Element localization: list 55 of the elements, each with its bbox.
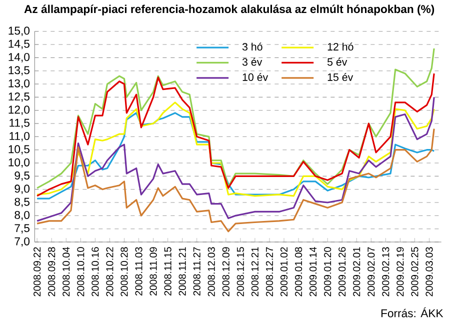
x-tick-label: 2009.01.02 — [280, 247, 288, 296]
x-tick-label: 2008.12.21 — [251, 247, 258, 296]
x-tick-label: 2008.12.15 — [236, 247, 244, 296]
x-tick-label: 2009.02.07 — [368, 247, 375, 296]
x-tick-label: 2008.10.22 — [106, 247, 114, 296]
x-tick-label: 2009.03.03 — [426, 247, 433, 296]
y-tick-label: 15,0 — [8, 26, 30, 36]
x-tick-label: 2008.11.15 — [164, 247, 172, 296]
y-tick-label: 14,0 — [8, 53, 30, 62]
x-tick-label: 2009.01.14 — [310, 247, 317, 296]
x-tick-label: 2008.10.04 — [62, 247, 70, 296]
x-tick-label: 2009.01.08 — [294, 247, 302, 296]
legend-label: 15 év — [328, 72, 354, 81]
x-tick-label: 2008.11.09 — [150, 247, 157, 296]
y-tick-label: 7,5 — [14, 224, 30, 234]
x-tick-label: 2008.09.28 — [48, 247, 56, 296]
y-tick-label: 9,0 — [14, 184, 30, 194]
y-tick-label: 12,0 — [8, 106, 30, 116]
x-tick-label: 2008.11.03 — [135, 247, 142, 296]
legend-label: 3 év — [242, 58, 262, 66]
y-tick-label: 9,5 — [14, 171, 30, 181]
y-tick-label: 10,5 — [8, 145, 30, 155]
x-tick-label: 2009.02.25 — [411, 247, 418, 296]
legend-label: 12 hó — [328, 42, 354, 51]
y-tick-label: 7,0 — [14, 237, 30, 247]
line-series — [36, 96, 435, 222]
x-tick-label: 2008.12.09 — [222, 247, 230, 296]
text: Forrás: ÁKK — [381, 307, 444, 318]
x-tick-label: 2008.11.21 — [178, 247, 186, 296]
x-tick-label: 2009.02.19 — [396, 247, 404, 296]
legend-label: 10 év — [242, 72, 268, 81]
y-tick-label: 13,5 — [8, 66, 30, 76]
y-tick-label: 8,0 — [14, 210, 30, 220]
y-tick-label: 13,0 — [8, 79, 30, 89]
x-tick-label: 2009.02.13 — [382, 247, 390, 296]
legend-label: 3 hó — [242, 42, 262, 51]
x-tick-label: 2008.11.27 — [193, 247, 200, 296]
line-series — [36, 128, 435, 232]
x-tick-label: 2009.02.01 — [353, 247, 360, 296]
y-tick-label: 14,5 — [8, 40, 30, 50]
y-tick-label: 8,5 — [14, 198, 30, 208]
x-tick-label: 2008.12.03 — [208, 247, 215, 296]
legend-label: 5 év — [327, 58, 348, 66]
y-tick-label: 11,0 — [10, 132, 30, 142]
x-tick-label: 2008.10.28 — [120, 247, 128, 296]
y-tick-label: 10,0 — [8, 158, 30, 168]
x-tick-label: 2008.12.27 — [266, 247, 274, 296]
y-tick-label: 12,5 — [8, 92, 30, 102]
y-tick-label: 11,5 — [10, 118, 30, 128]
x-tick-label: 2008.09.22 — [34, 247, 41, 296]
chart-title: Az állampapír-piaci referencia-hozamok alakulása az elmúlt hónapokban (%) — [24, 4, 434, 16]
x-tick-label: 2009.01.20 — [324, 247, 332, 296]
x-tick-label: 2009.01.26 — [338, 247, 346, 296]
x-tick-label: 2008.10.10 — [77, 247, 84, 296]
x-tick-label: 2008.10.16 — [92, 247, 99, 296]
